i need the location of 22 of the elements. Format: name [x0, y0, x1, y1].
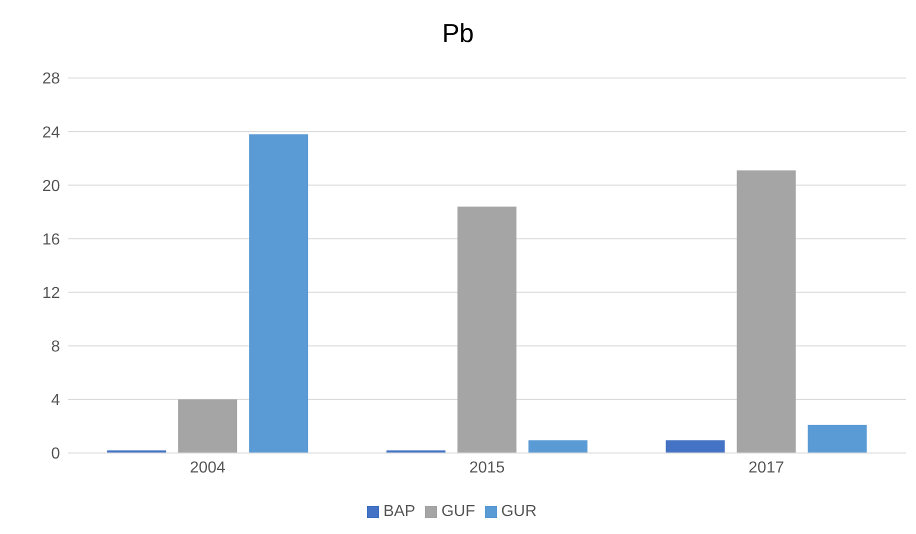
- bar: [736, 170, 796, 453]
- x-tick-label: 2017: [748, 459, 784, 476]
- y-tick-label: 20: [42, 178, 60, 195]
- bar: [249, 134, 308, 453]
- bar: [808, 424, 867, 453]
- legend-label: GUR: [501, 503, 537, 520]
- y-tick-label: 0: [51, 446, 60, 463]
- bar: [457, 206, 516, 453]
- x-tick-label: 2015: [469, 459, 505, 476]
- legend-label: GUF: [441, 503, 476, 520]
- y-tick-label: 12: [42, 284, 60, 302]
- y-tick-label: 16: [42, 231, 60, 248]
- bar: [528, 440, 588, 453]
- y-tick-label: 28: [42, 70, 60, 88]
- x-tick-label: 2004: [190, 459, 226, 476]
- y-tick-label: 8: [51, 338, 60, 356]
- legend-label: BAP: [383, 503, 416, 520]
- chart-title: Pb: [441, 17, 475, 50]
- y-tick-label: 24: [42, 124, 60, 142]
- y-tick-label: 4: [51, 392, 60, 410]
- bar: [178, 399, 238, 453]
- bar: [666, 440, 725, 453]
